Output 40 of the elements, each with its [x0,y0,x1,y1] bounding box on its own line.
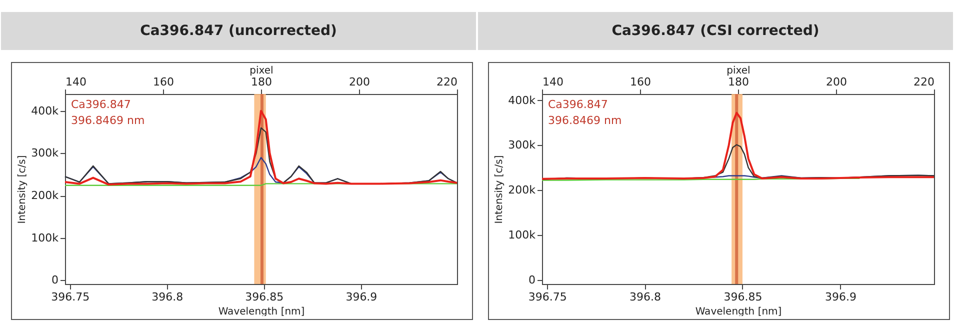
x2-tick-label: 160 [153,76,174,88]
x2-tick-label: 180 [728,76,749,88]
x2-tick-label: 220 [436,76,458,88]
x2-axis-title: pixel [250,66,274,76]
y-tick-label: 300k [31,146,60,160]
line-series [64,110,458,186]
annotation: Ca396.847 [71,98,131,111]
annotation: Ca396.847 [548,98,608,111]
y-tick-label: 0 [528,273,536,286]
y-tick-label: 200k [31,189,60,202]
x2-tick-label: 200 [349,76,370,88]
y-tick-label: 300k [508,138,536,152]
annotation: 396.8469 nm [71,114,145,127]
x2-axis-title: pixel [726,66,750,76]
y-tick-label: 100k [31,231,60,244]
y-tick-label: 0 [52,274,58,287]
y-tick-label: 400k [31,104,60,118]
y-tick-label: 200k [508,184,536,197]
y-tick-label: 400k [508,94,536,107]
x-tick-label: 396.8 [152,290,184,304]
x-tick-label: 396.85 [724,290,762,304]
line-series [541,112,935,180]
x-tick-label: 396.85 [245,290,284,304]
y-axis-title: Intensity [c/s] [494,155,506,224]
chart-title: Ca396.847 (uncorrected) [1,12,476,50]
x-tick-label: 396.8 [630,290,662,304]
y-tick-label: 100k [508,228,536,242]
x-tick-label: 396.9 [346,290,378,304]
annotation: 396.8469 nm [548,114,622,127]
x2-tick-label: 160 [630,76,651,88]
chart-title: Ca396.847 (CSI corrected) [478,12,953,50]
x2-tick-label: 220 [914,76,934,88]
x2-tick-label: 180 [251,76,272,88]
x2-tick-label: 140 [66,76,86,88]
x2-tick-label: 200 [826,76,847,88]
x-tick-label: 396.75 [51,290,90,304]
x2-tick-label: 140 [542,76,564,88]
x-tick-label: 396.75 [528,290,567,304]
y-axis-title: Intensity [c/s] [17,155,28,224]
x-tick-label: 396.9 [824,290,856,304]
